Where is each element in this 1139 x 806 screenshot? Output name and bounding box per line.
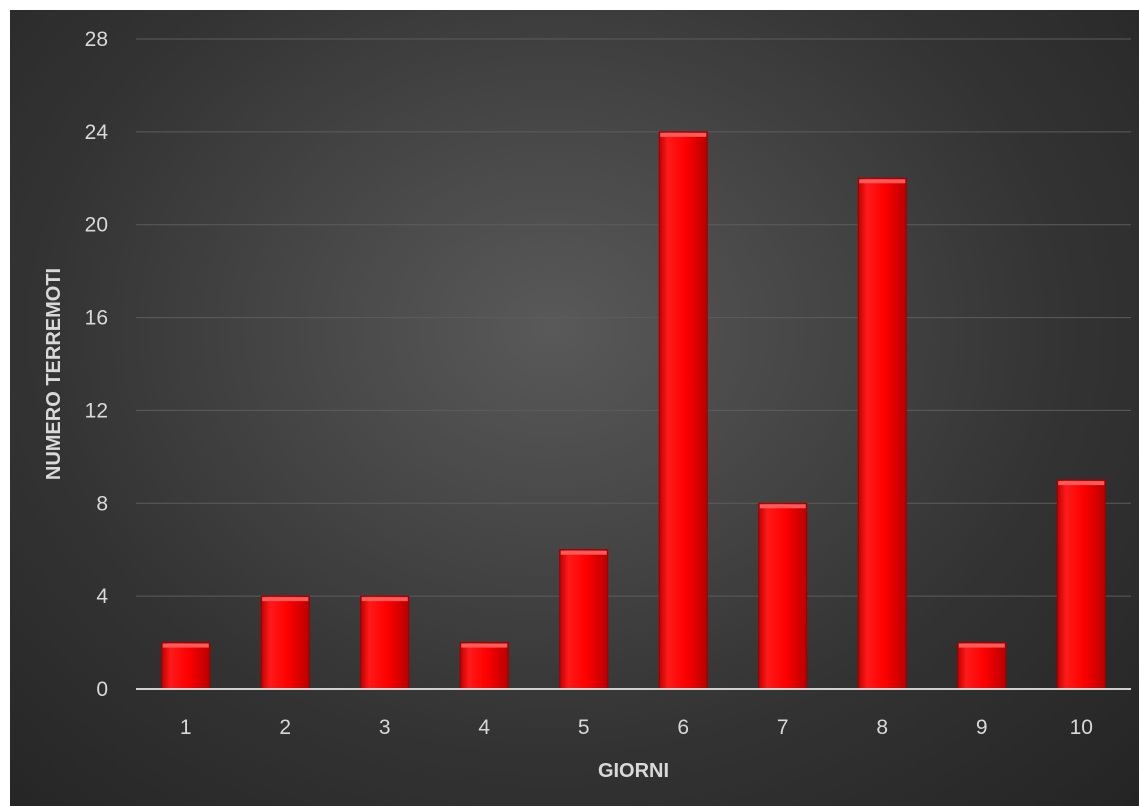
- bar-highlight: [1058, 481, 1105, 486]
- bar-highlight: [162, 643, 209, 648]
- y-tick-label: 12: [85, 399, 108, 422]
- x-tick-label: 6: [677, 716, 689, 739]
- y-tick-label: 8: [96, 492, 108, 515]
- bar-day-6: [658, 131, 708, 690]
- x-axis-ticks: 1 2 3 4 5 6 7 8 9 10: [180, 716, 1093, 739]
- chart-area: 0 4 8 12 16 20 24 28 1 2 3 4 5 6 7 8 9 10 GIORNI NUMERO …: [10, 10, 1139, 806]
- bar-highlight: [461, 643, 508, 648]
- bar-day-8: [857, 177, 907, 690]
- bar-day-2: [260, 595, 310, 690]
- bar-highlight: [859, 179, 906, 184]
- y-axis-ticks: 0 4 8 12 16 20 24 28: [85, 28, 109, 701]
- x-tick-label: 4: [478, 716, 490, 739]
- bar-highlight: [560, 550, 607, 555]
- y-tick-label: 4: [96, 585, 108, 608]
- x-tick-label: 1: [180, 716, 192, 739]
- x-tick-label: 7: [777, 716, 789, 739]
- x-tick-label: 8: [876, 716, 888, 739]
- y-axis-title: NUMERO TERREMOTI: [43, 268, 65, 480]
- y-tick-label: 20: [85, 214, 108, 237]
- gridlines: [136, 38, 1131, 597]
- bar-highlight: [958, 643, 1005, 648]
- bar-day-7: [758, 502, 808, 690]
- y-tick-label: 16: [85, 307, 108, 330]
- y-tick-label: 24: [85, 121, 109, 144]
- x-tick-label: 2: [279, 716, 291, 739]
- y-tick-label: 0: [96, 678, 108, 701]
- x-tick-label: 9: [976, 716, 988, 739]
- bar-day-4: [459, 642, 509, 690]
- bar-highlight: [759, 504, 806, 509]
- bar-day-3: [360, 595, 410, 690]
- x-tick-label: 3: [379, 716, 391, 739]
- bar-day-1: [161, 642, 211, 690]
- bar-day-5: [559, 549, 609, 690]
- x-tick-label: 5: [578, 716, 590, 739]
- bar-highlight: [361, 597, 408, 602]
- y-tick-label: 28: [85, 28, 108, 51]
- bar-highlight: [262, 597, 309, 602]
- bars: [161, 131, 1106, 690]
- bar-day-9: [957, 642, 1007, 690]
- bar-day-10: [1056, 479, 1106, 690]
- bar-highlight: [660, 132, 707, 137]
- x-tick-label: 10: [1070, 716, 1093, 739]
- x-axis-title: GIORNI: [598, 760, 669, 782]
